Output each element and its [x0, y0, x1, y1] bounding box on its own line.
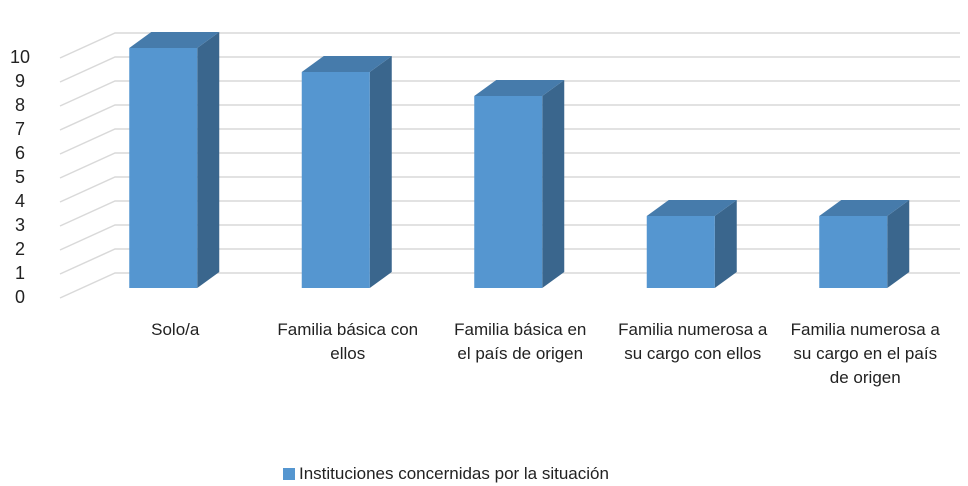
y-tick-label: 2: [15, 239, 25, 259]
bar-side: [887, 200, 910, 288]
x-tick-label: Familia básica en el país de origen: [454, 320, 587, 363]
grid-line: [59, 152, 960, 179]
y-tick-label: 0: [15, 287, 25, 307]
bar-top: [819, 200, 910, 216]
grid-line: [59, 56, 960, 83]
x-tick-label: Familia numerosa a su cargo en el país d…: [790, 320, 940, 387]
bar: [129, 48, 198, 288]
bar: [474, 96, 543, 288]
bar: [819, 216, 888, 288]
y-tick-label: 5: [15, 167, 25, 187]
y-tick-label: 4: [15, 191, 25, 211]
grid-line: [59, 128, 960, 155]
bar-top: [474, 80, 565, 96]
y-tick-label: 10: [10, 47, 30, 67]
bar-top: [301, 56, 392, 72]
bar-side: [197, 32, 220, 288]
x-tick-label: Familia básica con ellos: [277, 320, 419, 363]
y-tick-label: 1: [15, 263, 25, 283]
bar-side: [369, 56, 392, 288]
y-tick-label: 6: [15, 143, 25, 163]
bar-side: [542, 80, 565, 288]
bar-top: [129, 32, 220, 48]
grid-line: [59, 80, 960, 107]
y-tick-label: 7: [15, 119, 25, 139]
bar-top: [646, 200, 737, 216]
grid-line: [59, 32, 960, 59]
grid-line: [59, 104, 960, 131]
y-tick-label: 3: [15, 215, 25, 235]
bar: [646, 216, 715, 288]
bar-side: [714, 200, 737, 288]
x-tick-label: Solo/a: [151, 320, 200, 339]
y-tick-label: 8: [15, 95, 25, 115]
grid-line: [59, 176, 960, 203]
legend-label: Instituciones concernidas por la situaci…: [299, 464, 609, 483]
legend-swatch: [283, 468, 295, 480]
bar: [301, 72, 370, 288]
y-tick-label: 9: [15, 71, 25, 91]
x-tick-label: Familia numerosa a su cargo con ellos: [618, 320, 768, 363]
